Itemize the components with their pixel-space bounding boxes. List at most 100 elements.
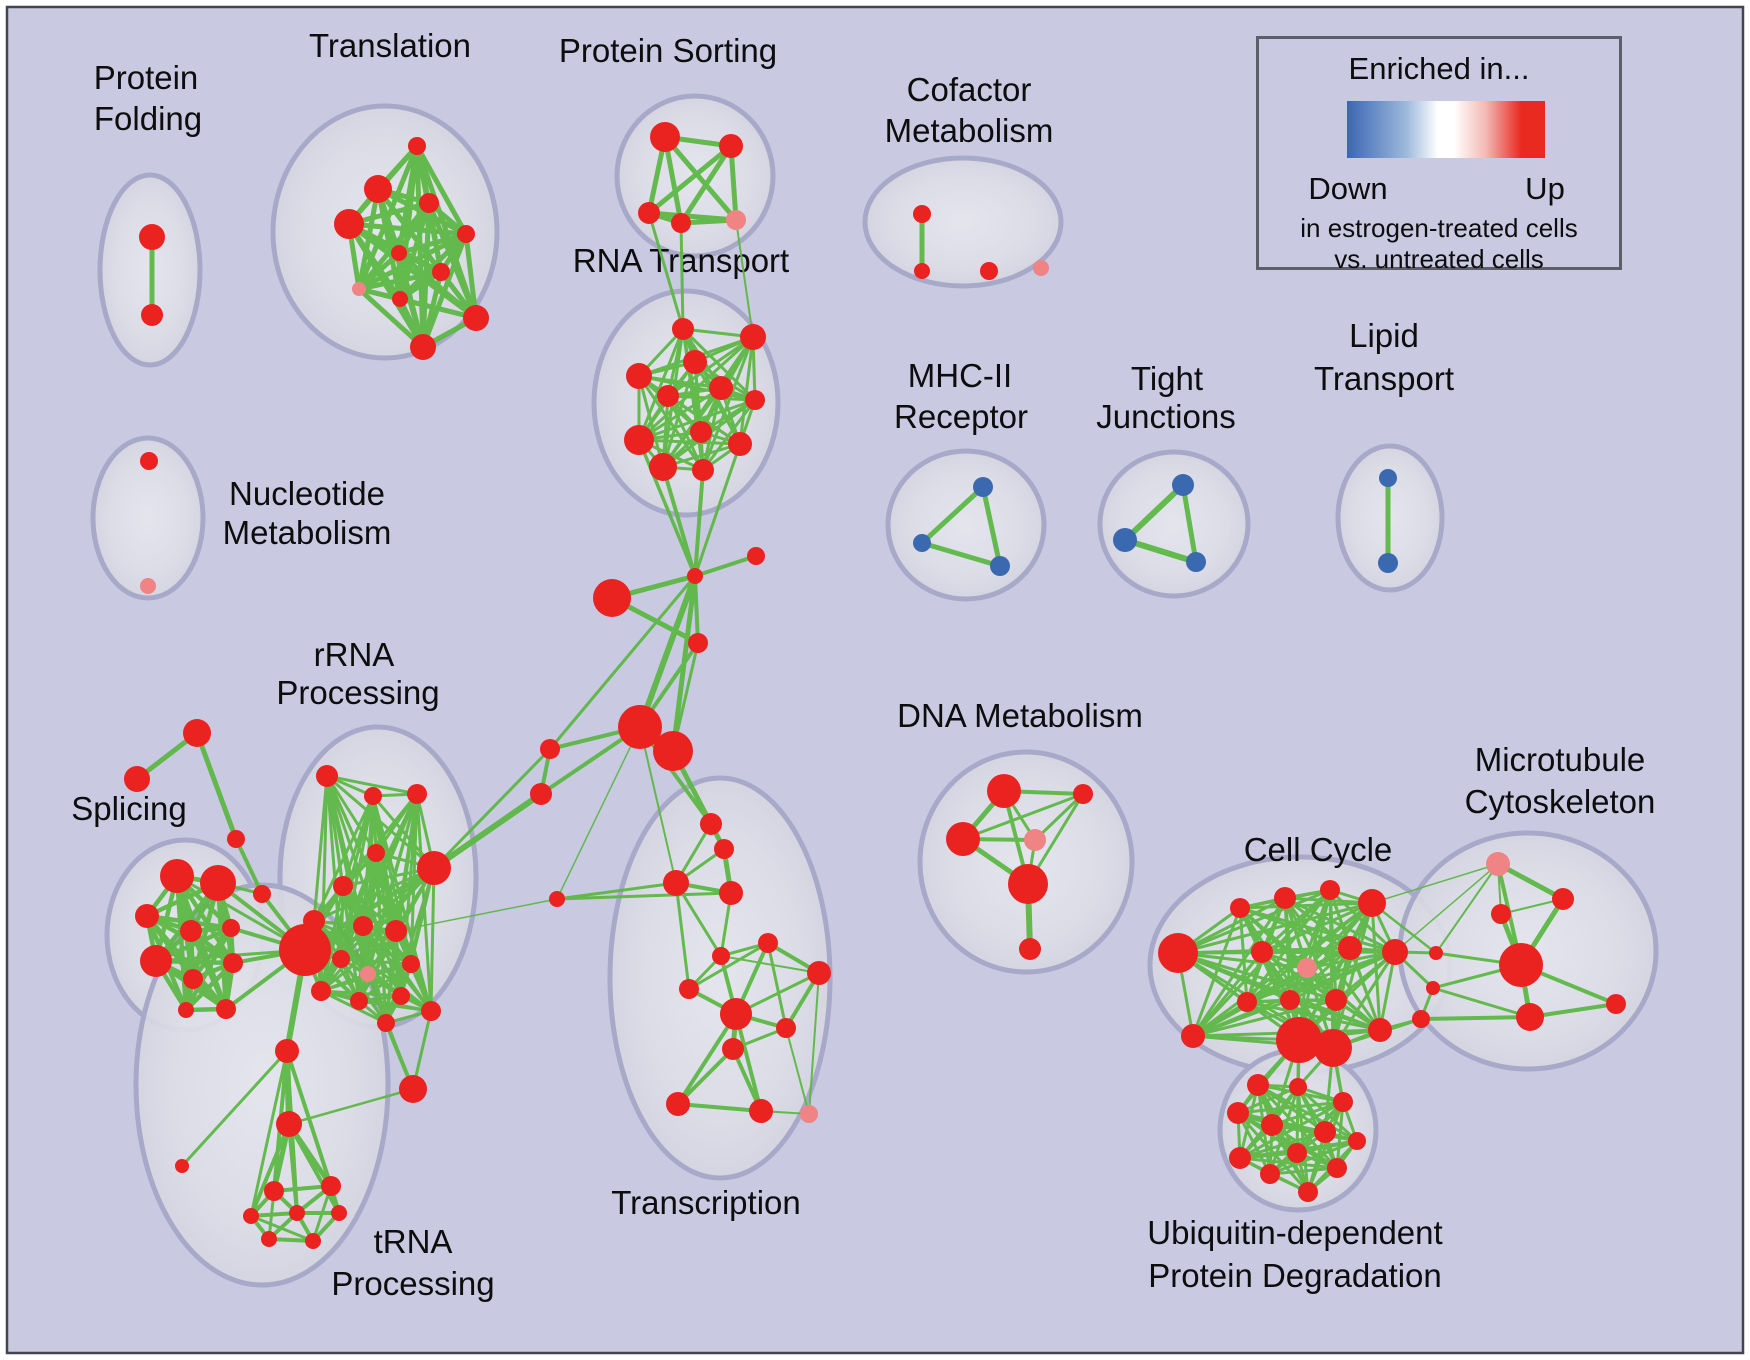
- network-edge: [1238, 1156, 1339, 1170]
- network-node-red: [264, 1181, 284, 1201]
- network-edge: [356, 250, 402, 292]
- network-edge: [1295, 1139, 1359, 1155]
- network-edge: [1122, 537, 1199, 565]
- network-edge: [249, 1122, 291, 1218]
- network-edge: [738, 335, 755, 446]
- network-edge: [426, 200, 479, 321]
- network-edge: [555, 881, 678, 901]
- network-edge: [325, 774, 419, 796]
- network-node-red: [700, 813, 722, 835]
- network-edge: [637, 438, 697, 578]
- network-node-red: [980, 262, 998, 280]
- network-node-red: [624, 425, 654, 455]
- network-node-red: [216, 999, 236, 1019]
- cluster-lipid-transport-label-line2: Transport: [1314, 360, 1454, 397]
- network-node-red: [657, 385, 679, 407]
- network-node-red: [305, 1233, 321, 1249]
- network-node-red: [392, 987, 410, 1005]
- network-edge: [1328, 888, 1335, 1050]
- network-node-red: [1491, 904, 1511, 924]
- cluster-tight-junctions-ellipse: [1097, 449, 1251, 599]
- network-edge: [687, 941, 770, 991]
- network-edge: [548, 574, 697, 751]
- network-node-red: [1325, 989, 1347, 1011]
- network-edge: [341, 884, 413, 966]
- network-node-red: [402, 955, 420, 973]
- cluster-cell-cycle-label-line1: Cell Cycle: [1244, 831, 1393, 868]
- network-node-red: [1237, 992, 1257, 1012]
- network-edge: [183, 925, 234, 1013]
- cluster-protein-folding-label-line1: Protein: [94, 59, 199, 96]
- network-edge: [1435, 863, 1499, 954]
- network-node-red: [457, 225, 475, 243]
- network-node-red: [1227, 1102, 1249, 1124]
- network-node-red: [410, 334, 436, 360]
- network-node-blue: [990, 556, 1010, 576]
- cluster-microtubule-cytoskeleton-label-line1: Microtubule: [1475, 741, 1646, 778]
- network-node-red: [1314, 1029, 1352, 1067]
- network-node-red: [914, 263, 930, 279]
- network-node-red: [1314, 1121, 1336, 1143]
- network-node-red: [1382, 939, 1408, 965]
- network-edge: [676, 1047, 735, 1106]
- network-node-red: [391, 245, 407, 261]
- network-edge: [919, 540, 1003, 569]
- network-edge: [356, 200, 432, 292]
- nodes: [124, 122, 1626, 1249]
- network-node-red: [758, 933, 778, 953]
- network-edge: [637, 398, 757, 442]
- cluster-trna-processing-label-line1: tRNA: [374, 1223, 453, 1260]
- network-node-pink: [352, 282, 366, 296]
- legend-caption-line2: vs. untreated cells: [1334, 244, 1544, 274]
- network-edge: [1331, 901, 1374, 1050]
- network-node-red: [407, 784, 427, 804]
- network-node-red: [124, 766, 150, 792]
- network-node-red: [1289, 1078, 1307, 1096]
- network-edge: [357, 929, 398, 1003]
- network-node-red: [408, 137, 426, 155]
- network-node-red: [1320, 880, 1340, 900]
- network-node-red: [1338, 936, 1362, 960]
- network-edge: [312, 866, 436, 923]
- network-node-red: [740, 324, 766, 350]
- network-edge: [397, 296, 479, 321]
- network-node-red: [385, 920, 407, 942]
- network-edge: [1191, 896, 1287, 1038]
- network-edge: [639, 726, 677, 884]
- network-node-red: [1333, 1092, 1353, 1112]
- network-edge: [674, 881, 691, 991]
- cluster-nucleotide-metabolism-ellipse: [90, 435, 206, 601]
- legend-title: Enriched in...: [1348, 51, 1530, 86]
- network-edge: [1394, 863, 1499, 953]
- network-edge: [1238, 1130, 1327, 1160]
- network-node-red: [1287, 1143, 1307, 1163]
- network-node-red: [160, 859, 194, 893]
- legend: Enriched in... Down Up in estrogen-treat…: [1256, 36, 1622, 274]
- network-edge: [1528, 1002, 1618, 1019]
- network-node-red: [392, 291, 408, 307]
- cluster-cofactor-metabolism-ellipse: [862, 155, 1064, 289]
- network-node-red: [1280, 990, 1300, 1010]
- network-edge: [646, 143, 734, 216]
- network-edge: [1122, 482, 1186, 543]
- network-edge: [1245, 888, 1332, 1004]
- network-edge: [1305, 950, 1397, 970]
- network-edge: [356, 269, 444, 292]
- network-edge: [1191, 998, 1292, 1038]
- network-edge: [701, 398, 757, 472]
- network-node-pink: [360, 966, 376, 982]
- network-node-red: [530, 783, 552, 805]
- network-node-red: [1552, 888, 1574, 910]
- network-edge: [194, 730, 239, 842]
- cluster-nucleotide-metabolism-label-line1: Nucleotide: [229, 475, 385, 512]
- network-edge: [681, 327, 705, 472]
- network-edge: [1245, 950, 1397, 1004]
- network-edge: [701, 386, 723, 472]
- network-node-red: [692, 459, 714, 481]
- network-node-red: [1348, 1132, 1366, 1150]
- network-node-red: [334, 209, 364, 239]
- cluster-mhc-ii-receptor-ellipse: [885, 448, 1047, 602]
- network-node-red: [139, 224, 165, 250]
- network-node-red: [1327, 1158, 1347, 1178]
